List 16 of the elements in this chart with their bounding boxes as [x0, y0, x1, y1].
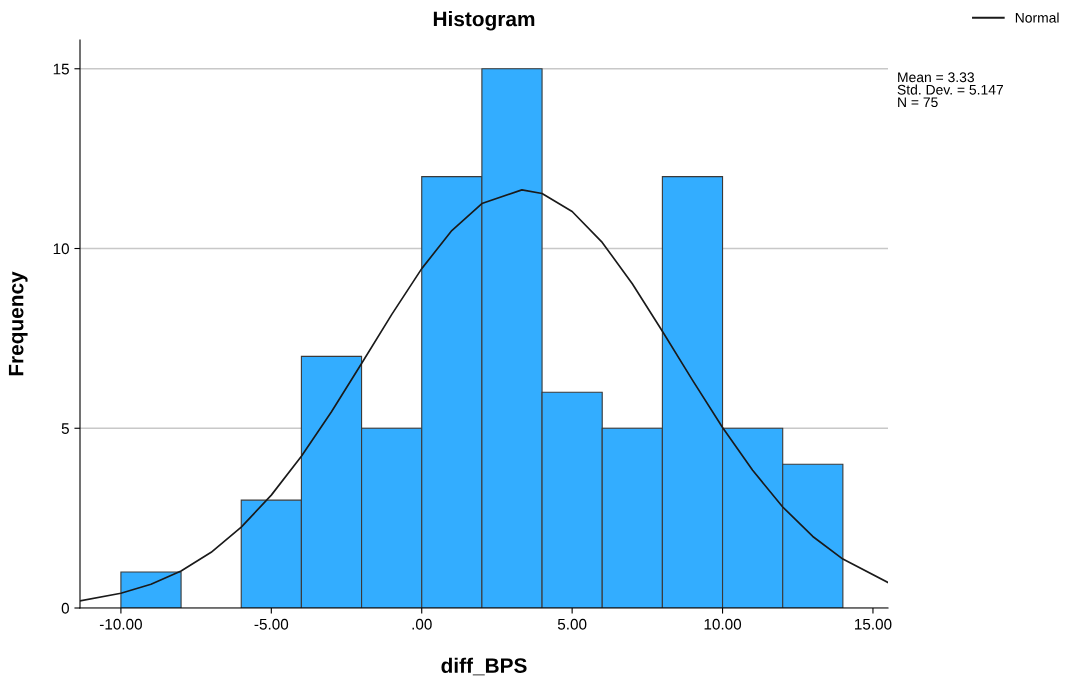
x-tick-label: -5.00 [254, 618, 289, 630]
legend-label: Normal [1015, 12, 1059, 23]
y-axis-title: Frequency [8, 271, 28, 376]
x-tick-label: .00 [412, 618, 432, 630]
y-tick-label: 0 [61, 602, 69, 614]
x-tick-label: -10.00 [99, 618, 142, 630]
x-tick-label: 15.00 [855, 618, 892, 630]
x-tick-label: 5.00 [557, 618, 587, 630]
chart-title: Histogram [433, 11, 535, 31]
y-tick-label: 10 [53, 243, 69, 255]
x-axis-title: diff_BPS [441, 657, 527, 676]
y-tick-label: 15 [53, 63, 69, 75]
line-series [80, 189, 888, 602]
text: Mean = 3.33 Std. Dev. = 5.147 N = 75 [897, 72, 1003, 108]
y-tick-label: 5 [61, 423, 69, 434]
x-tick-label: 10.00 [704, 618, 742, 630]
